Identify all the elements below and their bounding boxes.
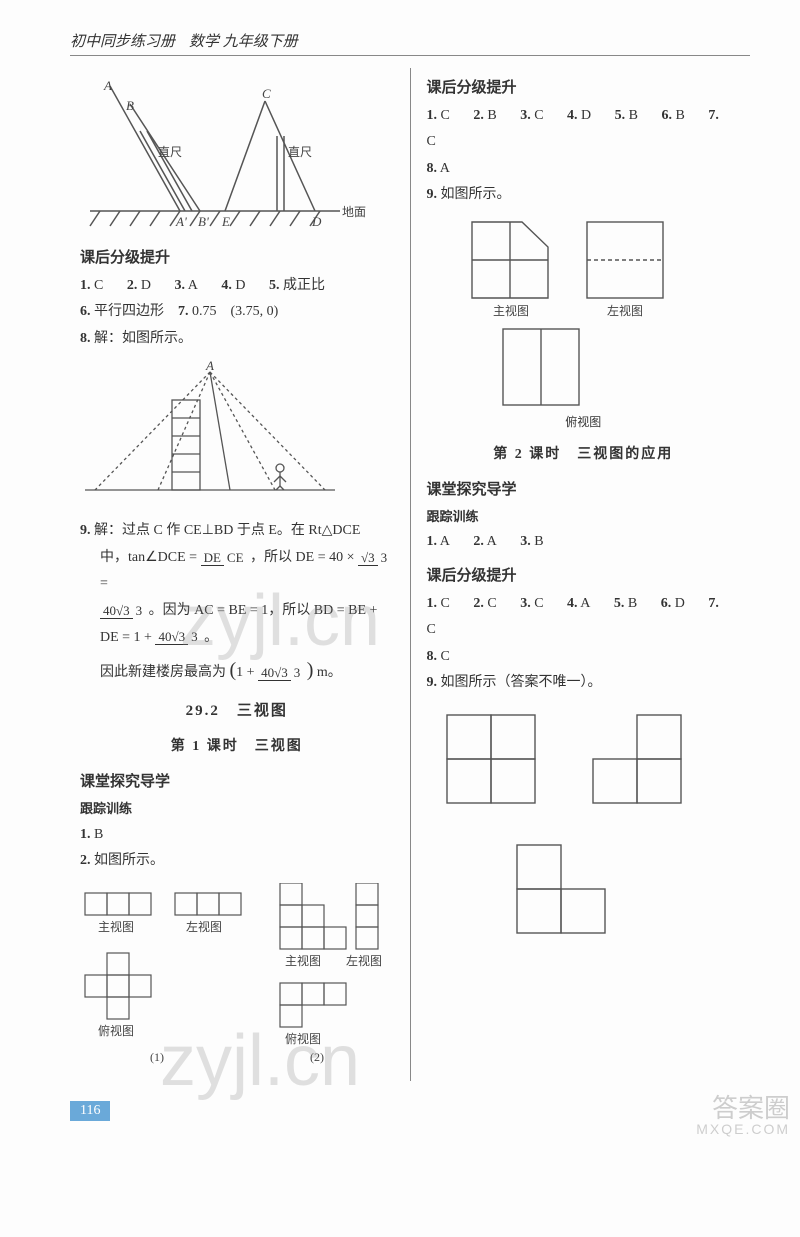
diagram-building-shadow: A xyxy=(80,360,394,510)
right-sec2-sub: 跟踪训练 xyxy=(427,505,741,530)
columns: A B C A' B' E D 直尺 直尺 地面 课后分级提升 xyxy=(70,68,750,1081)
header-subject: 数学 九年级下册 xyxy=(189,30,298,51)
three-views-svg: 主视图 左视图 俯视图 主视图 左视图 俯视图 (1) (2) xyxy=(80,883,390,1073)
sec-29-2-title: 29.2 三视图 xyxy=(80,697,394,726)
sec-29-2-sub: 第 1 课时 三视图 xyxy=(80,734,394,761)
svg-text:左视图: 左视图 xyxy=(607,303,643,318)
svg-text:C: C xyxy=(262,86,271,101)
nets-svg xyxy=(427,705,727,945)
page-header: 初中同步练习册 数学 九年级下册 xyxy=(70,30,750,56)
left-sec1-row2: 6. 平行四边形 7. 0.75 (3.75, 0) xyxy=(80,299,394,326)
three-views: 主视图 左视图 俯视图 主视图 左视图 俯视图 (1) (2) xyxy=(80,883,394,1073)
left-q9-line4: DE = 1 + 40√33 。 xyxy=(80,625,394,652)
diagram-rulers: A B C A' B' E D 直尺 直尺 地面 xyxy=(80,76,394,236)
left-sec1-q8: 8. 解：如图所示。 xyxy=(80,326,394,353)
right-sec1-title: 课后分级提升 xyxy=(427,74,741,103)
svg-text:主视图: 主视图 xyxy=(285,953,321,968)
left-sec1-title: 课后分级提升 xyxy=(80,244,394,273)
nets xyxy=(427,705,741,945)
header-book: 初中同步练习册 xyxy=(70,30,175,51)
left-sec2-sub: 跟踪训练 xyxy=(80,797,394,822)
diagram-rulers-svg: A B C A' B' E D 直尺 直尺 地面 xyxy=(80,76,380,236)
svg-text:俯视图: 俯视图 xyxy=(98,1023,134,1038)
right-views-top-label: 俯视图 xyxy=(427,411,741,434)
svg-text:(2): (2) xyxy=(310,1050,324,1064)
right-column: 课后分级提升 1. C 2. B 3. C 4. D 5. B 6. B 7. … xyxy=(411,68,751,1081)
footer-watermark: 答案圈 MXQE.COM xyxy=(696,1095,790,1137)
left-column: A B C A' B' E D 直尺 直尺 地面 课后分级提升 xyxy=(70,68,411,1081)
svg-text:俯视图: 俯视图 xyxy=(285,1031,321,1046)
left-q9-line5: 因此新建楼房最高为 (1 + 40√33 ) m。 xyxy=(80,651,394,689)
page-number: 116 xyxy=(70,1101,110,1121)
svg-text:A: A xyxy=(205,360,214,373)
right-sec3-row2: 8. C xyxy=(427,644,741,671)
left-q9-line3: 40√33 。因为 AC = BE = 1，所以 BD = BE + xyxy=(80,598,394,625)
right-sec3-q9: 9. 如图所示（答案不唯一）。 xyxy=(427,670,741,697)
svg-text:主视图: 主视图 xyxy=(98,919,134,934)
svg-text:(1): (1) xyxy=(150,1050,164,1064)
svg-text:B': B' xyxy=(198,214,209,229)
svg-text:主视图: 主视图 xyxy=(493,303,529,318)
left-sec2-q2: 2. 如图所示。 xyxy=(80,848,394,875)
page: zyjl.cn zyjl.cn 初中同步练习册 数学 九年级下册 xyxy=(0,0,800,1141)
svg-text:A: A xyxy=(103,78,112,93)
svg-text:D: D xyxy=(311,214,322,229)
svg-text:A': A' xyxy=(175,214,187,229)
left-sec1-row1: 1. C 2. D 3. A 4. D 5. 成正比 xyxy=(80,273,394,300)
svg-text:B: B xyxy=(126,98,134,113)
left-sec2-q1: 1. B xyxy=(80,822,394,849)
right-sec1-row1: 1. C 2. B 3. C 4. D 5. B 6. B 7. C xyxy=(427,103,741,156)
left-q9: 9. 解：过点 C 作 CE⊥BD 于点 E。在 Rt△DCE xyxy=(80,518,394,545)
right-sec3-title: 课后分级提升 xyxy=(427,562,741,591)
diagram-building-svg: A xyxy=(80,360,340,510)
left-q9-line2: 中，tan∠DCE = DECE ，所以 DE = 40 × √33 = xyxy=(80,545,394,598)
right-sec2-title: 课堂探究导学 xyxy=(427,476,741,505)
svg-text:左视图: 左视图 xyxy=(346,953,382,968)
left-sec2-title: 课堂探究导学 xyxy=(80,768,394,797)
right-sec1-row2: 8. A xyxy=(427,156,741,183)
svg-text:直尺: 直尺 xyxy=(288,145,312,159)
svg-text:直尺: 直尺 xyxy=(158,145,182,159)
svg-text:E: E xyxy=(221,214,230,229)
right-sec1-q9: 9. 如图所示。 xyxy=(427,182,741,209)
right-lesson2-title: 第 2 课时 三视图的应用 xyxy=(427,442,741,469)
svg-text:左视图: 左视图 xyxy=(186,919,222,934)
right-sec3-row1: 1. C 2. C 3. C 4. A 5. B 6. D 7. C xyxy=(427,591,741,644)
svg-text:地面: 地面 xyxy=(342,205,366,219)
right-views-1-svg: 主视图 左视图 xyxy=(427,217,687,417)
right-views-1: 主视图 左视图 俯视图 xyxy=(427,217,741,434)
right-sec2-row1: 1. A 2. A 3. B xyxy=(427,529,741,556)
